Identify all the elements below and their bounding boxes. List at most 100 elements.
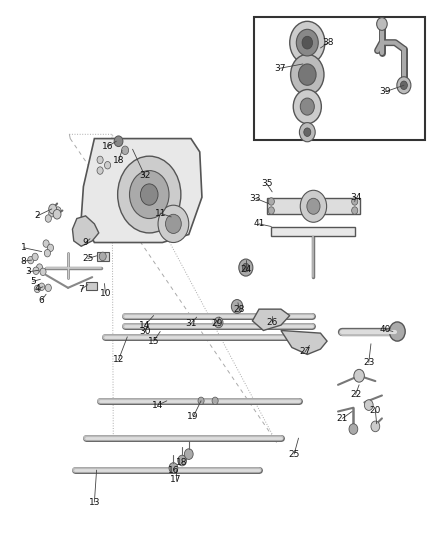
Text: 4: 4 [35,285,40,293]
Bar [253,17,424,140]
Circle shape [55,207,61,214]
Text: 28: 28 [233,305,244,313]
Circle shape [396,77,410,94]
Text: 10: 10 [99,289,111,297]
Text: 8: 8 [20,257,26,265]
Text: 19: 19 [187,413,198,421]
Circle shape [376,18,386,30]
Circle shape [169,463,177,473]
Text: 7: 7 [78,285,84,294]
Circle shape [49,209,55,217]
Circle shape [212,397,218,405]
Circle shape [300,98,314,115]
Text: 23: 23 [362,358,374,367]
Circle shape [36,264,42,271]
Text: 32: 32 [139,172,150,180]
Circle shape [39,283,45,290]
Circle shape [28,256,34,264]
Circle shape [45,284,51,292]
Circle shape [399,81,406,90]
Text: 38: 38 [322,38,333,47]
Circle shape [300,190,326,222]
Text: 14: 14 [152,401,163,409]
Text: 39: 39 [379,87,390,96]
Text: 41: 41 [253,220,264,228]
Text: 6: 6 [39,296,45,304]
Circle shape [301,36,312,49]
Circle shape [44,249,50,257]
Circle shape [165,214,181,233]
Circle shape [353,369,364,382]
Circle shape [298,64,315,85]
Circle shape [49,204,57,214]
Circle shape [296,29,318,56]
Text: 40: 40 [379,325,390,334]
Circle shape [238,259,252,276]
Circle shape [32,253,38,261]
Text: 11: 11 [154,209,166,217]
Text: 2: 2 [35,212,40,220]
Text: 20: 20 [369,406,380,415]
Circle shape [140,184,158,205]
Text: 31: 31 [185,319,196,328]
Text: 18: 18 [176,458,187,466]
Circle shape [177,455,186,466]
Polygon shape [96,252,109,261]
Circle shape [129,171,169,219]
Polygon shape [252,309,289,330]
Circle shape [351,198,357,205]
Circle shape [184,449,193,459]
Polygon shape [81,139,201,243]
Circle shape [121,146,128,155]
Text: 30: 30 [139,327,150,336]
Circle shape [104,161,110,169]
Circle shape [117,156,180,233]
Circle shape [268,198,274,205]
Text: 1: 1 [21,244,27,252]
Text: 3: 3 [25,268,32,276]
Polygon shape [72,216,99,246]
Circle shape [33,267,39,274]
Text: 12: 12 [113,356,124,364]
Circle shape [389,322,404,341]
Text: 35: 35 [261,180,272,188]
Text: 18: 18 [113,157,124,165]
Text: 27: 27 [299,348,310,356]
Text: 33: 33 [249,194,261,203]
Circle shape [34,285,40,293]
Circle shape [114,136,123,147]
Circle shape [293,90,321,124]
Circle shape [47,244,53,252]
Text: 17: 17 [170,475,181,484]
Text: 24: 24 [240,265,251,273]
Circle shape [268,207,274,214]
Circle shape [351,207,357,214]
Circle shape [214,317,223,328]
Circle shape [242,263,249,272]
Circle shape [97,156,103,164]
Polygon shape [280,330,326,354]
Circle shape [99,252,106,261]
Text: 16: 16 [102,142,113,151]
Text: 16: 16 [167,466,179,474]
Circle shape [158,205,188,243]
Circle shape [40,268,46,276]
Text: 21: 21 [336,414,347,423]
Text: 15: 15 [148,337,159,345]
Circle shape [198,397,204,405]
Text: 25: 25 [288,450,299,458]
Circle shape [303,128,310,136]
Circle shape [348,424,357,434]
Text: 5: 5 [30,277,36,286]
Circle shape [97,167,103,174]
Polygon shape [266,198,359,214]
Polygon shape [85,282,96,290]
Text: 29: 29 [211,319,223,328]
Circle shape [45,215,51,222]
Circle shape [364,400,372,410]
Text: 34: 34 [349,193,360,201]
Circle shape [306,198,319,214]
Polygon shape [271,227,354,236]
Text: 9: 9 [82,238,88,247]
Circle shape [290,54,323,95]
